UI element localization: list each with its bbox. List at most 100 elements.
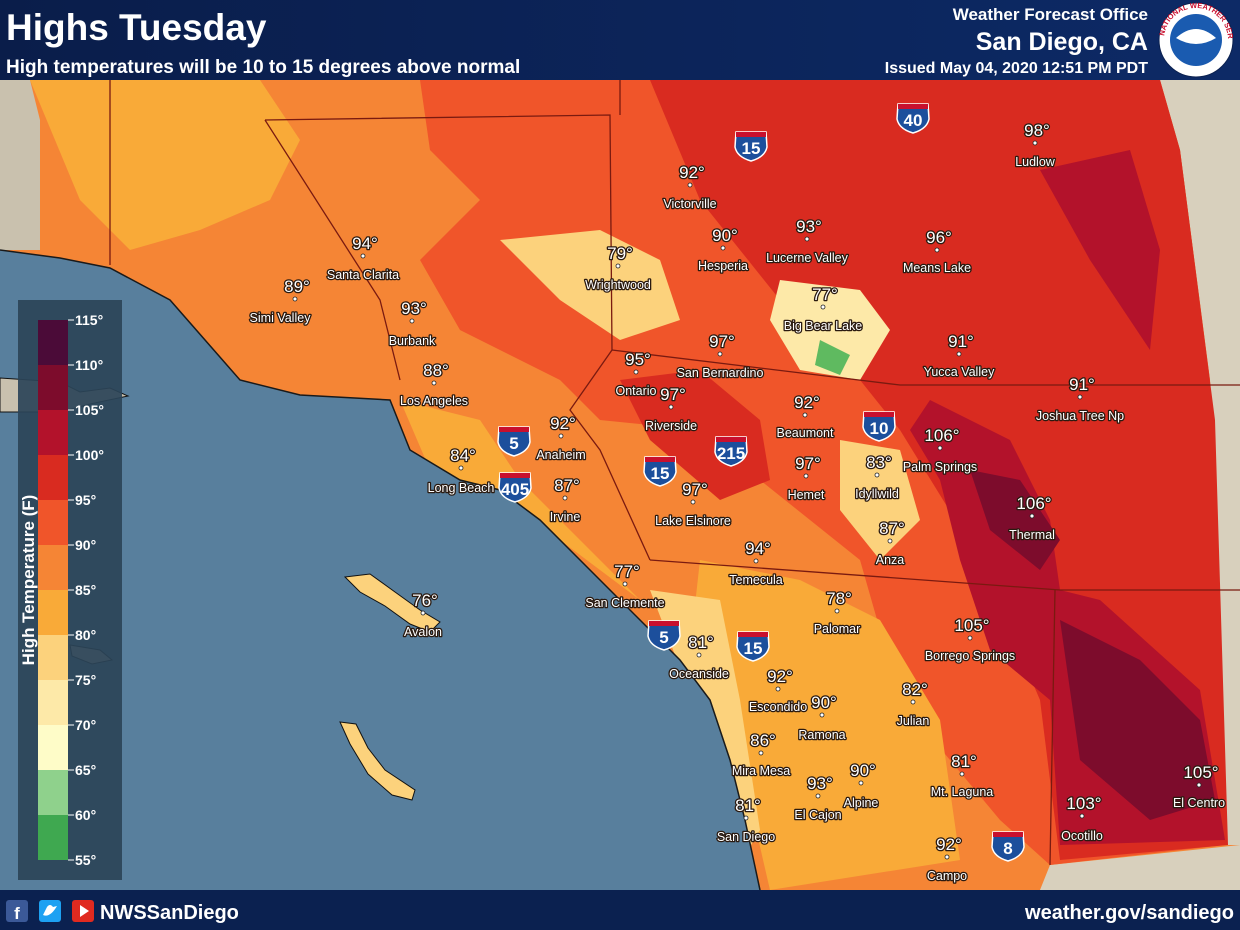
legend-swatch (38, 500, 68, 545)
legend-tick-label: 70° (75, 717, 96, 733)
city-dot (1032, 140, 1038, 146)
city-temp: 82° (902, 680, 928, 699)
city-temp: 97° (682, 480, 708, 499)
city-temp: 105° (954, 616, 989, 635)
legend-swatch (38, 635, 68, 680)
city-name: Anaheim (536, 448, 585, 462)
cool-zone (770, 280, 890, 380)
city-name: Means Lake (903, 261, 971, 275)
city-dot (431, 380, 437, 386)
city-temp: 77° (614, 562, 640, 581)
city-dot (668, 404, 674, 410)
city-dot (696, 652, 702, 658)
terrain (0, 80, 40, 250)
legend-swatch (38, 455, 68, 500)
interstate-number: 15 (744, 639, 763, 658)
interstate-shield (734, 131, 768, 162)
interstate-band (993, 832, 1023, 837)
play-glyph (80, 905, 89, 917)
legend-swatch (38, 320, 68, 365)
city-dot (944, 854, 950, 860)
interstate-band (649, 621, 679, 626)
city-dot (360, 253, 366, 259)
city-name: El Cajon (794, 808, 841, 822)
city-name: Beaumont (777, 426, 835, 440)
legend-tick-label: 110° (75, 357, 103, 373)
legend-tick-label: 115° (75, 312, 103, 328)
legend-swatch (38, 680, 68, 725)
footer-url[interactable]: weather.gov/sandiego (1024, 902, 1234, 924)
city-temp: 90° (712, 226, 738, 245)
subtitle: High temperatures will be 10 to 15 degre… (6, 57, 520, 78)
city-temp: 106° (924, 426, 959, 445)
interstate-band (716, 437, 746, 442)
city-dot (633, 369, 639, 375)
legend-title: High Temperature (F) (19, 495, 38, 666)
city-temp: 89° (284, 277, 310, 296)
city-dot (622, 581, 628, 587)
facebook-icon[interactable] (6, 900, 28, 922)
cool-zone (30, 80, 300, 250)
city-name: Avalon (404, 625, 442, 639)
city-temp: 81° (688, 633, 714, 652)
city-temp: 86° (750, 731, 776, 750)
interstate-number: 8 (1003, 839, 1012, 858)
legend-swatch (38, 815, 68, 860)
city-name: Hemet (788, 488, 825, 502)
city-dot (956, 351, 962, 357)
header-bar (0, 0, 1240, 80)
interstate-band (499, 427, 529, 432)
city-name: Oceanside (669, 667, 729, 681)
city-name: Ocotillo (1061, 829, 1103, 843)
interstate-shield (497, 426, 531, 457)
city-temp: 92° (767, 667, 793, 686)
legend-swatch (38, 725, 68, 770)
city-name: Long Beach (428, 481, 495, 495)
legend-swatch (38, 365, 68, 410)
city-name: Temecula (729, 573, 783, 587)
interstate-shield (736, 631, 770, 662)
city-dot (1079, 813, 1085, 819)
city-dot (615, 263, 621, 269)
city-name: Anza (876, 553, 905, 567)
city-temp: 92° (794, 393, 820, 412)
legend-tick-label: 105° (75, 402, 104, 418)
interstate-band (864, 412, 894, 417)
city-name: Yucca Valley (924, 365, 995, 379)
city-temp: 91° (1069, 375, 1095, 394)
legend-swatch (38, 590, 68, 635)
city-name: Los Angeles (400, 394, 468, 408)
city-name: San Diego (717, 830, 775, 844)
issued: Issued May 04, 2020 12:51 PM PDT (885, 60, 1148, 77)
legend-swatch (38, 410, 68, 455)
city-temp: 77° (812, 285, 838, 304)
legend-swatch (38, 545, 68, 590)
city-dot (292, 296, 298, 302)
coastline (0, 249, 761, 891)
city-temp: 93° (796, 217, 822, 236)
city-temp: 91° (948, 332, 974, 351)
city-dot (562, 495, 568, 501)
city-dot (1029, 513, 1035, 519)
city-name: Irvine (550, 510, 581, 524)
city-name: Lucerne Valley (766, 251, 849, 265)
city-dot (803, 473, 809, 479)
city-dot (887, 538, 893, 544)
title: Highs Tuesday (6, 7, 267, 48)
island (343, 573, 441, 633)
city-name: Thermal (1009, 528, 1055, 542)
city-dot (934, 247, 940, 253)
city-temp: 105° (1183, 763, 1218, 782)
county-line (264, 114, 651, 561)
city-name: Mt. Laguna (931, 785, 994, 799)
terrain (1040, 845, 1240, 890)
heat-zone (970, 470, 1060, 570)
interstate-shield (647, 620, 681, 651)
heat-zone (1060, 620, 1215, 820)
city-name: Palomar (814, 622, 861, 636)
city-temp: 81° (735, 796, 761, 815)
city-name: Idyllwild (855, 487, 899, 501)
footer-handle[interactable]: NWSSanDiego (100, 902, 239, 924)
city-dot (717, 351, 723, 357)
